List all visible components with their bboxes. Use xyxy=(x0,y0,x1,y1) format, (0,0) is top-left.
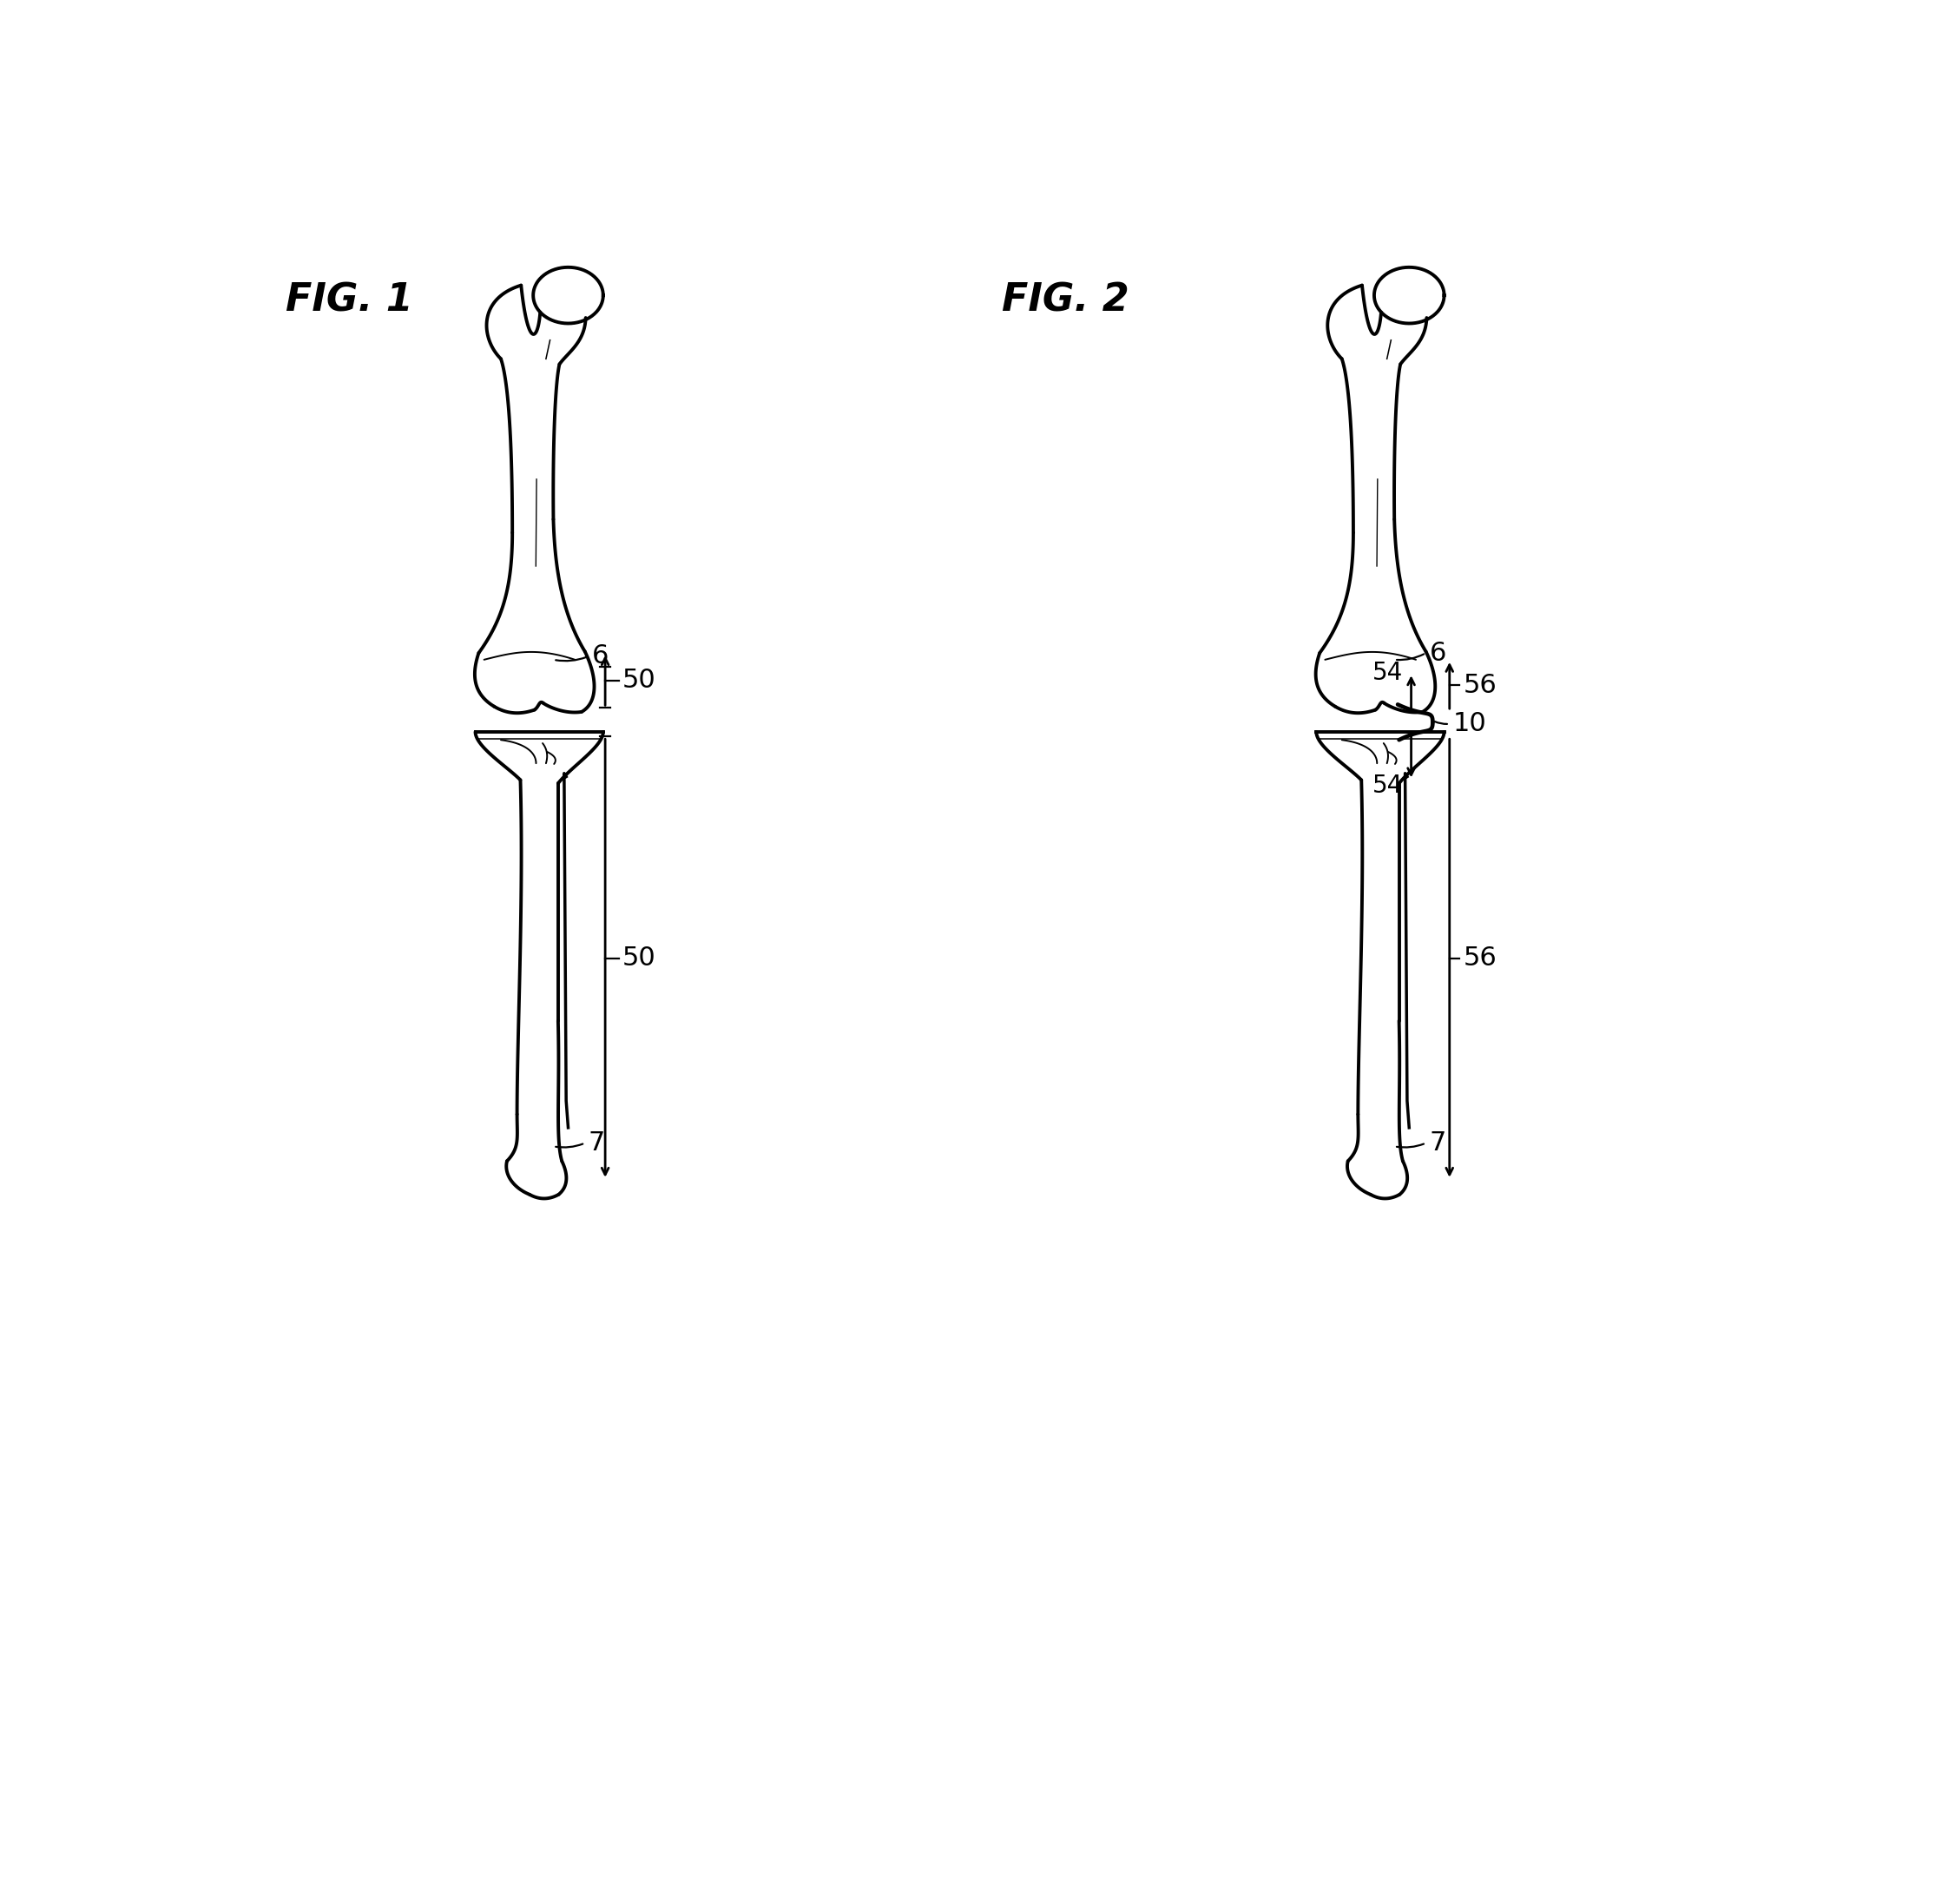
Text: FIG. 2: FIG. 2 xyxy=(1002,282,1130,320)
Text: 7: 7 xyxy=(588,1131,606,1156)
Text: 50: 50 xyxy=(621,668,656,693)
Text: 10: 10 xyxy=(1453,712,1486,737)
Polygon shape xyxy=(1374,267,1444,324)
Text: 56: 56 xyxy=(1463,946,1496,971)
Text: 54: 54 xyxy=(1372,773,1403,798)
Text: FIG. 1: FIG. 1 xyxy=(286,282,412,320)
Text: 56: 56 xyxy=(1463,672,1496,699)
Text: 6: 6 xyxy=(1430,640,1445,666)
Text: 6: 6 xyxy=(592,644,608,668)
Text: 54: 54 xyxy=(1372,661,1403,685)
Polygon shape xyxy=(534,267,604,324)
Text: 7: 7 xyxy=(1430,1131,1445,1156)
Text: 50: 50 xyxy=(621,946,656,971)
